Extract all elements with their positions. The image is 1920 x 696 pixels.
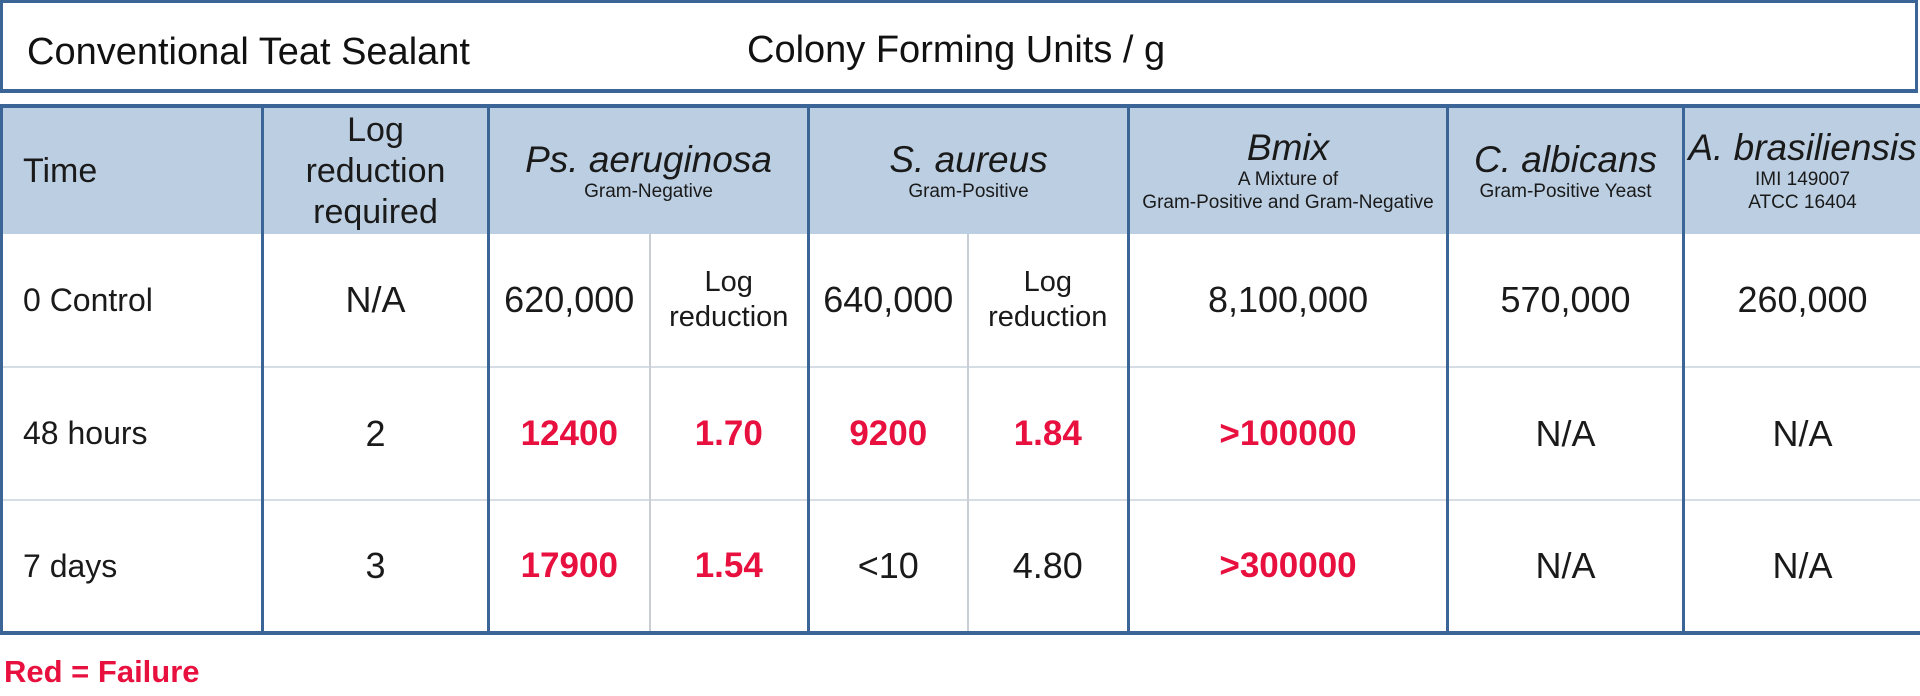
table-row: 0 Control N/A 620,000 Log reduction 640,… xyxy=(0,234,1920,367)
row-time: 48 hours xyxy=(0,366,264,500)
sa-cfu-cell: 9200 xyxy=(807,366,969,500)
row-time: 0 Control xyxy=(0,234,264,367)
a-brasiliensis-atcc: ATCC 16404 xyxy=(1748,192,1857,213)
bmix-cell: 8,100,000 xyxy=(1127,234,1450,367)
bmix-name: Bmix xyxy=(1246,127,1330,168)
results-table: Time Log reduction required Ps. aerugino… xyxy=(0,104,1920,635)
sa-log-cell: 4.80 xyxy=(966,499,1131,635)
header-ps-aeruginosa: Ps. aeruginosa Gram-Negative xyxy=(486,104,811,234)
header-time: Time xyxy=(0,104,264,234)
s-aureus-name: S. aureus xyxy=(889,138,1048,180)
ca-cell: 570,000 xyxy=(1446,234,1686,367)
row-time: 7 days xyxy=(0,499,264,635)
header-row: Time Log reduction required Ps. aerugino… xyxy=(0,104,1920,234)
ps-aeruginosa-gram: Gram-Negative xyxy=(584,180,713,202)
bmix-desc-line1: A Mixture of xyxy=(1237,169,1339,190)
a-brasiliensis-imi: IMI 149007 xyxy=(1754,169,1851,190)
ca-cell: N/A xyxy=(1446,499,1686,635)
s-aureus-gram: Gram-Positive xyxy=(908,180,1029,202)
log-required-cell: 2 xyxy=(261,366,490,500)
ca-cell: N/A xyxy=(1446,366,1686,500)
ps-aeruginosa-name: Ps. aeruginosa xyxy=(525,138,772,180)
product-title: Conventional Teat Sealant xyxy=(27,31,470,73)
ps-log-header-cell: Log reduction xyxy=(648,234,811,367)
bmix-cell: >300000 xyxy=(1127,499,1450,635)
sa-log-header-cell: Log reduction xyxy=(966,234,1131,367)
ps-cfu-cell: 12400 xyxy=(487,366,651,500)
ps-cfu-cell: 620,000 xyxy=(487,234,651,367)
header-bmix: Bmix A Mixture of Gram-Positive and Gram… xyxy=(1127,104,1450,234)
a-brasiliensis-name: A. brasiliensis xyxy=(1688,127,1917,168)
log-required-cell: 3 xyxy=(261,499,490,635)
c-albicans-name: C. albicans xyxy=(1474,138,1658,180)
sa-log-cell: 1.84 xyxy=(966,366,1131,500)
ab-cell: 260,000 xyxy=(1682,234,1920,367)
ps-log-cell: 1.70 xyxy=(648,366,811,500)
sa-cfu-cell: 640,000 xyxy=(807,234,969,367)
log-required-cell: N/A xyxy=(261,234,490,367)
table-title-bar: Conventional Teat Sealant Colony Forming… xyxy=(0,0,1918,93)
ps-log-cell: 1.54 xyxy=(648,499,811,635)
table-row: 7 days 3 17900 1.54 <10 4.80 >300000 N/A… xyxy=(0,499,1920,635)
measure-title: Colony Forming Units / g xyxy=(747,29,1166,71)
c-albicans-desc: Gram-Positive Yeast xyxy=(1479,180,1652,202)
header-a-brasiliensis: A. brasiliensis IMI 149007 ATCC 16404 xyxy=(1682,104,1920,234)
ab-cell: N/A xyxy=(1682,499,1920,635)
ab-cell: N/A xyxy=(1682,366,1920,500)
header-log-required: Log reduction required xyxy=(261,104,490,234)
table-row: 48 hours 2 12400 1.70 9200 1.84 >100000 … xyxy=(0,366,1920,500)
failure-legend: Red = Failure xyxy=(4,654,200,689)
ps-cfu-cell: 17900 xyxy=(487,499,651,635)
header-c-albicans: C. albicans Gram-Positive Yeast xyxy=(1446,104,1686,234)
bmix-desc-line2: Gram-Positive and Gram-Negative xyxy=(1142,192,1434,213)
bmix-cell: >100000 xyxy=(1127,366,1450,500)
sa-cfu-cell: <10 xyxy=(807,499,969,635)
header-s-aureus: S. aureus Gram-Positive xyxy=(807,104,1131,234)
